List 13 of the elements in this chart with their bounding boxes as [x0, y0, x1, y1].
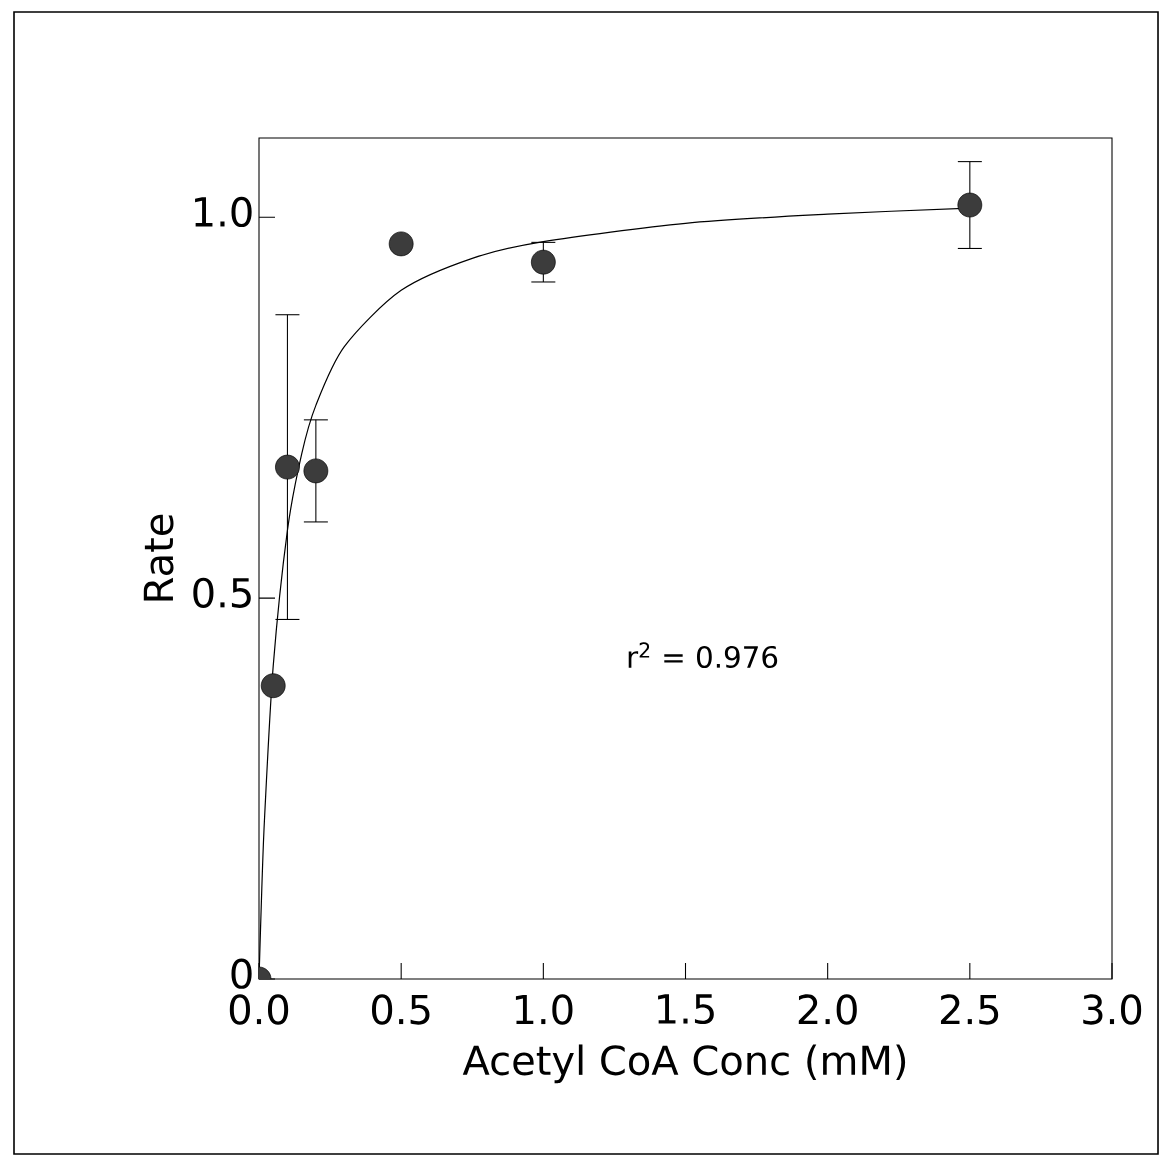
y-tick-label: 0: [231, 958, 252, 989]
x-tick-label: 1.0: [515, 994, 573, 1025]
y-axis-title: Rate: [143, 514, 174, 601]
annotation: r$^{2}$ = 0.976: [628, 642, 778, 669]
y-tick-label: 0.5: [193, 577, 251, 608]
y-tick-label: 1.0: [195, 196, 252, 228]
x-tick-label: 2.0: [798, 994, 857, 1025]
x-axis-title: Acetyl CoA Conc (mM): [462, 1044, 906, 1084]
x-tick-label: 2.5: [940, 994, 999, 1025]
x-tick-label: 3.0: [1083, 994, 1142, 1025]
x-tick-label: 1.5: [658, 994, 714, 1025]
x-tick-label: 0.5: [372, 994, 430, 1025]
x-tick-label: 0.0: [229, 994, 289, 1025]
